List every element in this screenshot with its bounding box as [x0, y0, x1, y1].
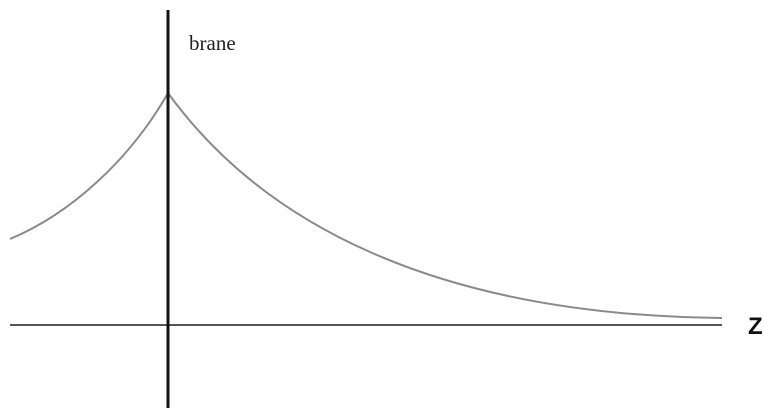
- warp-curve-right: [167, 92, 723, 319]
- z-axis-label: Z: [748, 313, 763, 340]
- brane-label: brane: [189, 31, 236, 55]
- warp-curve-left: [9, 92, 169, 240]
